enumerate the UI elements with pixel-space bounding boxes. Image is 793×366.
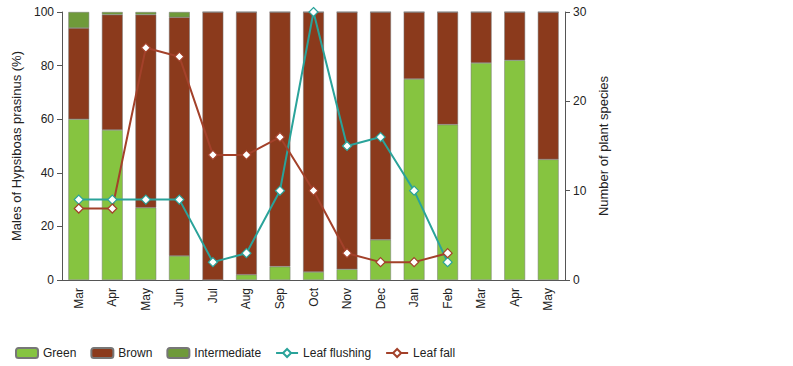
svg-text:20: 20 — [41, 219, 55, 233]
svg-text:Jul: Jul — [206, 288, 220, 303]
svg-text:20: 20 — [573, 94, 587, 108]
svg-text:May: May — [541, 288, 555, 311]
svg-text:Sep: Sep — [273, 288, 287, 310]
svg-text:0: 0 — [47, 273, 54, 287]
svg-text:40: 40 — [41, 166, 55, 180]
svg-text:Apr: Apr — [508, 288, 522, 307]
svg-text:Apr: Apr — [105, 288, 119, 307]
svg-text:0: 0 — [573, 273, 580, 287]
svg-text:Dec: Dec — [374, 288, 388, 309]
svg-text:Feb: Feb — [441, 288, 455, 309]
svg-text:60: 60 — [41, 112, 55, 126]
svg-text:Mar: Mar — [72, 288, 86, 309]
svg-text:100: 100 — [34, 5, 54, 19]
svg-text:Number of plant species: Number of plant species — [596, 75, 611, 216]
svg-text:Males of Hypsiboas prasinus (%: Males of Hypsiboas prasinus (%) — [9, 51, 24, 241]
svg-text:May: May — [139, 288, 153, 311]
svg-text:Leaf flushing: Leaf flushing — [303, 346, 371, 360]
svg-text:80: 80 — [41, 59, 55, 73]
svg-text:Intermediate: Intermediate — [194, 346, 261, 360]
svg-text:Oct: Oct — [307, 287, 321, 306]
svg-text:Mar: Mar — [474, 288, 488, 309]
svg-text:Brown: Brown — [118, 346, 152, 360]
svg-text:Leaf fall: Leaf fall — [413, 346, 455, 360]
svg-text:30: 30 — [573, 5, 587, 19]
svg-text:Jun: Jun — [172, 288, 186, 307]
svg-text:10: 10 — [573, 184, 587, 198]
svg-text:Jan: Jan — [407, 288, 421, 307]
svg-text:Green: Green — [43, 346, 76, 360]
svg-text:Aug: Aug — [239, 288, 253, 309]
svg-text:Nov: Nov — [340, 288, 354, 309]
